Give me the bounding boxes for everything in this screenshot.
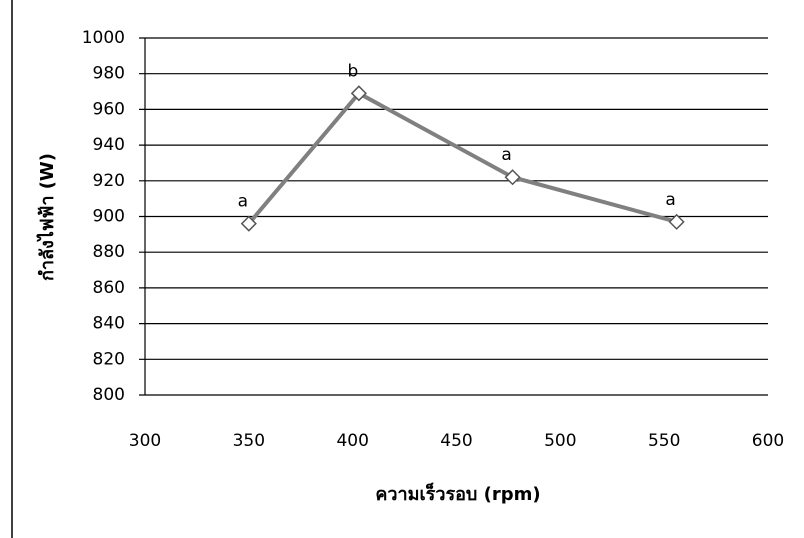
y-tick-label: 840 — [93, 314, 125, 334]
y-tick-label: 920 — [93, 171, 125, 191]
x-tick-label: 600 — [752, 431, 784, 451]
data-point — [240, 215, 257, 232]
y-axis-title: กำลังไฟฟ้า (W) — [36, 153, 58, 281]
point-label: a — [665, 190, 675, 210]
x-tick-label: 300 — [129, 431, 161, 451]
chart-frame — [11, 0, 13, 538]
y-tick-label: 960 — [93, 99, 125, 119]
y-tick-label: 880 — [93, 242, 125, 262]
point-label: b — [347, 61, 358, 81]
x-tick-label: 400 — [336, 431, 368, 451]
x-axis-title: ความเร็วรอบ (rpm) — [375, 482, 540, 505]
data-point — [504, 169, 521, 186]
y-tick-label: 940 — [93, 135, 125, 155]
x-tick-label: 350 — [233, 431, 265, 451]
data-line — [247, 90, 678, 225]
y-tick-label: 820 — [93, 349, 125, 369]
point-label: a — [238, 192, 248, 212]
y-tick-label: 1000 — [82, 28, 125, 48]
x-tick-label: 500 — [544, 431, 576, 451]
data-point — [668, 213, 685, 230]
x-tick-label: 450 — [440, 431, 472, 451]
data-point — [350, 85, 367, 102]
y-tick-label: 800 — [93, 385, 125, 405]
y-tick-label: 980 — [93, 64, 125, 84]
x-tick-label: 550 — [648, 431, 680, 451]
point-label: a — [501, 145, 511, 165]
y-tick-label: 900 — [93, 207, 125, 227]
y-tick-label: 860 — [93, 278, 125, 298]
